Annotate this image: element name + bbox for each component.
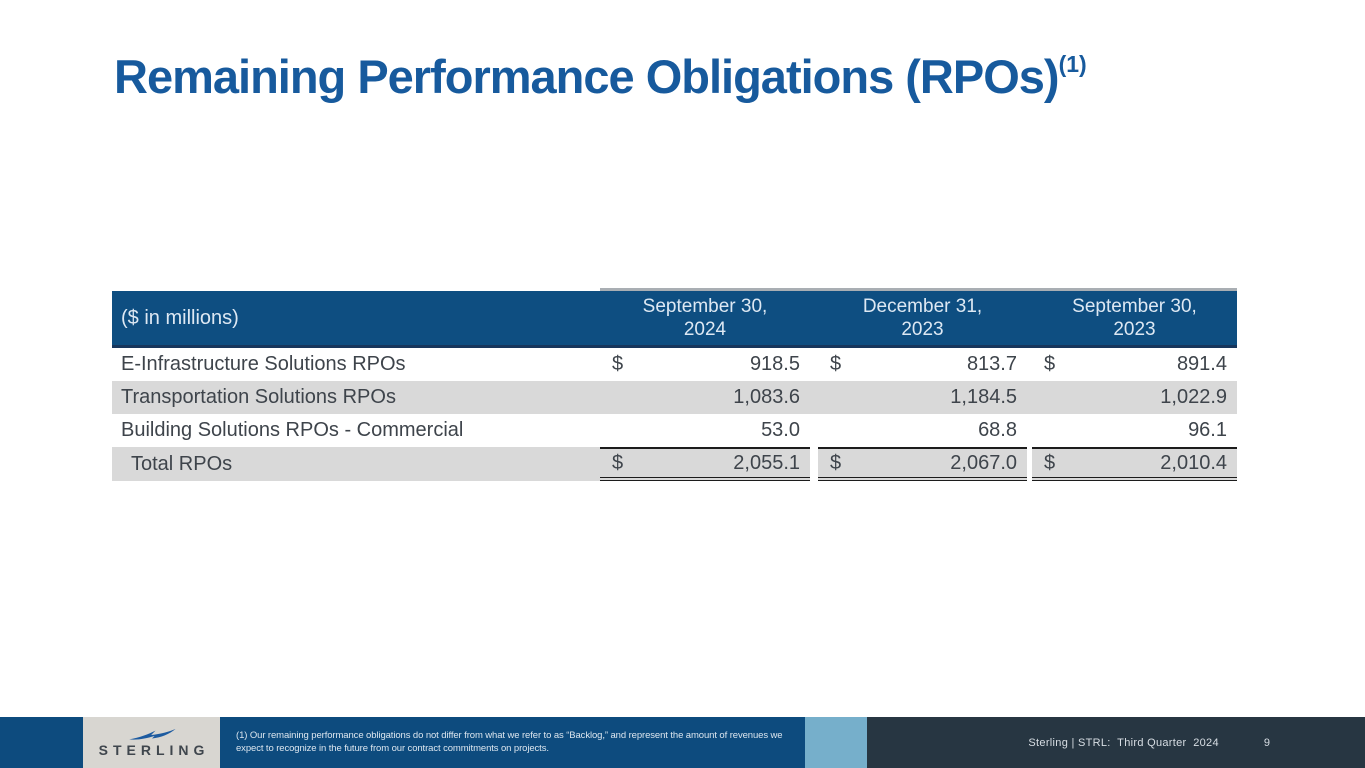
page-number: 9 <box>1263 736 1270 749</box>
row-label: Transportation Solutions RPOs <box>112 381 600 414</box>
cell-value: 918.5 <box>749 353 800 375</box>
cell-sep2023: $ 2,010.4 <box>1032 447 1237 481</box>
footnote-text: (1) Our remaining performance obligation… <box>236 730 783 754</box>
currency-symbol: $ <box>1044 353 1056 375</box>
cell-value: 2,055.1 <box>733 451 800 474</box>
column-header-line1: September 30, <box>642 296 768 317</box>
page-title-text: Remaining Performance Obligations (RPOs) <box>114 50 1060 103</box>
column-header-dec2023: December 31, 2023 <box>818 291 1027 345</box>
footnote-reference: (1) <box>1058 51 1087 78</box>
table-row-e-infrastructure: E-Infrastructure Solutions RPOs $ 918.5 … <box>112 348 1237 381</box>
cell-sep2023: $ 891.4 <box>1032 348 1237 381</box>
footer-right-section: Sterling | STRL: Third Quarter 2024 9 <box>867 717 1365 768</box>
table-row-building: Building Solutions RPOs - Commercial 53.… <box>112 414 1237 447</box>
cell-value: 1,083.6 <box>733 386 800 408</box>
sterling-logo-text: STERLING <box>98 741 210 758</box>
column-header-sep2023: September 30, 2023 <box>1032 291 1237 345</box>
table-row-transportation: Transportation Solutions RPOs 1,083.6 1,… <box>112 381 1237 414</box>
footnote-section: (1) Our remaining performance obligation… <box>220 717 805 768</box>
column-header-sep2024: September 30, 2024 <box>600 291 810 345</box>
column-header-units: ($ in millions) <box>121 306 239 329</box>
cell-value: 68.8 <box>978 419 1017 441</box>
table-top-border <box>600 288 1237 291</box>
cell-value: 1,184.5 <box>950 386 1017 408</box>
row-label: Building Solutions RPOs - Commercial <box>121 419 464 441</box>
currency-symbol: $ <box>612 353 624 375</box>
column-header-line2: 2024 <box>683 319 727 340</box>
sterling-swoosh-icon <box>128 728 176 740</box>
cell-value: 2,010.4 <box>1160 451 1227 474</box>
table-row-total: Total RPOs $ 2,055.1 $ 2,067.0 $ 2,010.4 <box>112 447 1237 481</box>
cell-spacer <box>1027 381 1032 414</box>
cell-value: 813.7 <box>966 353 1017 375</box>
currency-symbol: $ <box>830 353 842 375</box>
cell-value: 2,067.0 <box>950 451 1017 474</box>
column-header-line1: September 30, <box>1072 296 1197 317</box>
cell-sep2024: 1,083.6 <box>600 381 810 414</box>
footer-left-accent <box>0 717 83 768</box>
footer-bar: STERLING (1) Our remaining performance o… <box>0 717 1365 768</box>
table-header-row: ($ in millions) September 30, 2024 Decem… <box>112 291 1237 348</box>
cell-spacer <box>810 414 818 447</box>
column-header-line1: December 31, <box>862 296 983 317</box>
cell-sep2023: 1,022.9 <box>1032 381 1237 414</box>
column-header-line2: 2023 <box>901 319 944 340</box>
row-label: E-Infrastructure Solutions RPOs <box>121 353 406 375</box>
currency-symbol: $ <box>1044 451 1056 474</box>
cell-spacer <box>810 447 818 481</box>
cell-dec2023: 1,184.5 <box>818 381 1027 414</box>
cell-sep2024: 53.0 <box>600 414 810 447</box>
cell-value: 53.0 <box>761 419 800 441</box>
column-header-line2: 2023 <box>1113 319 1156 340</box>
page-title: Remaining Performance Obligations (RPOs)… <box>114 50 1087 104</box>
cell-dec2023: 68.8 <box>818 414 1027 447</box>
deck-title-text: Sterling | STRL: Third Quarter 2024 <box>1028 736 1219 749</box>
cell-dec2023: $ 813.7 <box>818 348 1027 381</box>
currency-symbol: $ <box>612 451 624 474</box>
sterling-logo: STERLING <box>83 717 220 768</box>
cell-dec2023: $ 2,067.0 <box>818 447 1027 481</box>
cell-spacer <box>1027 447 1032 481</box>
cell-spacer <box>810 381 818 414</box>
cell-value: 1,022.9 <box>1160 386 1227 408</box>
header-spacer <box>810 291 818 345</box>
currency-symbol: $ <box>830 451 842 474</box>
cell-value: 96.1 <box>1188 419 1227 441</box>
row-label: Total RPOs <box>112 447 600 481</box>
footer-lightblue-accent <box>805 717 867 768</box>
cell-sep2023: 96.1 <box>1032 414 1237 447</box>
cell-sep2024: $ 918.5 <box>600 348 810 381</box>
cell-spacer <box>810 348 818 381</box>
cell-value: 891.4 <box>1176 353 1227 375</box>
cell-sep2024: $ 2,055.1 <box>600 447 810 481</box>
rpo-table: ($ in millions) September 30, 2024 Decem… <box>112 288 1237 481</box>
